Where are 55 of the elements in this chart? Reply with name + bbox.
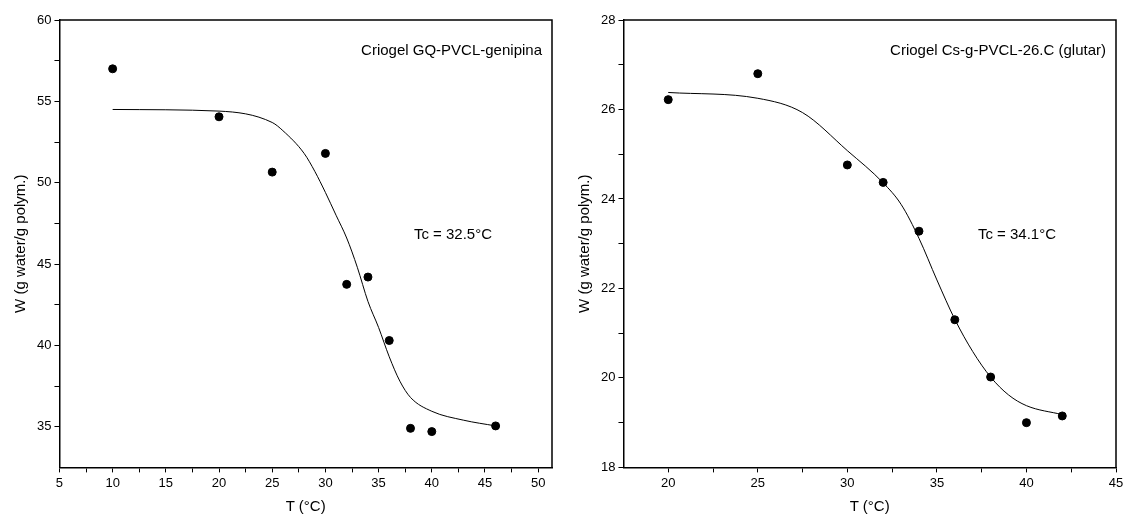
- x-axis-title: T (°C): [285, 497, 326, 515]
- y-tick-label: 26: [600, 101, 616, 117]
- x-tick-label: 45: [477, 474, 493, 490]
- x-tick-label: 30: [318, 474, 333, 490]
- x-tick-label: 10: [105, 474, 120, 490]
- y-axis-title: W (g water/g polym.): [11, 174, 29, 313]
- point: [108, 64, 118, 74]
- y-tick-label: 22: [600, 280, 616, 296]
- point: [406, 423, 416, 433]
- point: [320, 148, 330, 158]
- point: [491, 421, 501, 431]
- point: [663, 95, 673, 105]
- y-tick-label: 28: [600, 11, 616, 27]
- point: [950, 315, 960, 325]
- y-tick-label: 35: [36, 418, 52, 434]
- x-tick-label: 20: [211, 474, 227, 490]
- x-tick-label: 50: [530, 474, 546, 490]
- y-tick-label: 20: [600, 369, 616, 385]
- x-tick-label: 5: [55, 474, 64, 490]
- point: [986, 372, 996, 382]
- y-tick-label: 50: [36, 174, 52, 190]
- x-tick-label: 40: [424, 474, 440, 490]
- point: [267, 167, 277, 177]
- y-tick-label: 45: [36, 255, 52, 271]
- point: [914, 226, 924, 236]
- x-tick-label: 30: [840, 474, 855, 490]
- x-tick-label: 20: [661, 474, 676, 490]
- y-tick-label: 18: [600, 458, 616, 474]
- x-tick-label: 15: [158, 474, 174, 490]
- y-axis-title: W (g water/g polym.): [575, 174, 593, 313]
- point: [214, 112, 224, 122]
- annotation: Tc = 34.1°C: [977, 225, 1057, 243]
- x-tick-label: 35: [371, 474, 386, 490]
- annotation: Criogel Cs-g-PVCL-26.C (glutar): [890, 41, 1106, 58]
- y-tick-label: 24: [600, 190, 616, 206]
- point: [878, 177, 888, 187]
- point: [1057, 411, 1067, 421]
- x-tick-label: 35: [929, 474, 945, 490]
- point: [842, 160, 852, 170]
- annotation: Criogel GQ-PVCL-genipina: [361, 41, 543, 58]
- y-tick-label: 40: [36, 336, 52, 352]
- x-tick-label: 45: [1108, 474, 1124, 490]
- y-tick-label: 55: [36, 92, 52, 108]
- x-tick-label: 25: [750, 474, 766, 490]
- point: [363, 272, 373, 282]
- annotation: Tc = 32.5°C: [413, 225, 493, 243]
- x-tick-label: 40: [1019, 474, 1034, 490]
- x-tick-label: 25: [264, 474, 280, 490]
- y-tick-label: 60: [36, 11, 52, 27]
- point: [342, 279, 352, 289]
- point: [753, 69, 763, 79]
- point: [384, 336, 394, 345]
- x-axis-title: T (°C): [849, 497, 890, 515]
- point: [1021, 418, 1031, 428]
- point: [427, 427, 437, 437]
